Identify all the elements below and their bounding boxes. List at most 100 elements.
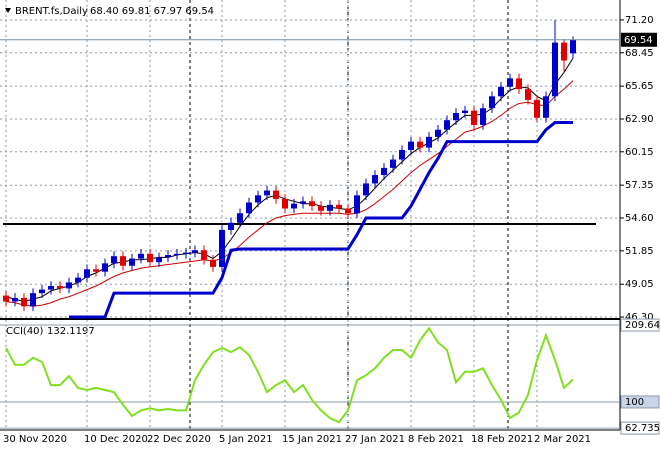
candle-body (498, 86, 504, 97)
candle-body (390, 159, 396, 168)
candle-body (147, 253, 153, 263)
x-tick-label: 18 Feb 2021 (471, 434, 533, 445)
candle-body (165, 255, 171, 258)
candle-body (354, 195, 360, 214)
candle-body (570, 39, 576, 54)
candle-body (408, 141, 414, 150)
candle-body (129, 258, 135, 266)
tick-label-box (620, 421, 660, 435)
price-label: 69.54 (624, 35, 653, 46)
candle-body (453, 113, 459, 121)
y-tick-label: 62.7357 (625, 423, 660, 434)
candle-body (372, 175, 378, 184)
candle-body (75, 277, 81, 283)
y-tick-label: 62.90 (625, 114, 654, 125)
candle-body (534, 99, 540, 118)
candle-body (84, 269, 90, 278)
y-tick-label: 51.85 (625, 246, 654, 257)
candle-body (210, 259, 216, 267)
x-tick-label: 10 Dec 2020 (84, 434, 148, 445)
candle-body (480, 108, 486, 125)
y-tick-label: 60.15 (625, 147, 654, 158)
candle-body (120, 256, 126, 266)
candle-body (399, 150, 405, 160)
y-tick-label: 71.20 (625, 15, 654, 26)
candle-body (255, 195, 261, 203)
indicator-line (5, 326, 574, 424)
indicator-line (5, 80, 574, 307)
candle-body (3, 295, 9, 302)
candle-body (489, 96, 495, 109)
candle-body (444, 120, 450, 130)
candle-body (138, 253, 144, 259)
indicator-value: 132.1197 (47, 326, 95, 337)
candle-body (462, 110, 468, 114)
candle-body (417, 141, 423, 148)
candle-body (66, 282, 72, 289)
candle-body (102, 263, 108, 272)
candle-body (471, 110, 477, 125)
ohlc-values: 68.40 69.81 67.97 69.54 (90, 6, 214, 17)
candle-body (363, 183, 369, 196)
candle-body (435, 129, 441, 137)
candle-body (246, 202, 252, 214)
y-tick-label: 54.60 (625, 213, 654, 224)
x-tick-label: 27 Jan 2021 (345, 434, 405, 445)
candle-body (309, 201, 315, 207)
y-tick-label: 49.05 (625, 279, 654, 290)
candle-body (219, 229, 225, 267)
candle-body (237, 213, 243, 223)
candle-body (273, 190, 279, 199)
candle-body (192, 250, 198, 253)
chart-menu-icon[interactable] (5, 8, 11, 13)
candle-body (561, 42, 567, 61)
indicator-line (69, 121, 573, 319)
candle-body (291, 203, 297, 209)
candle-body (318, 206, 324, 211)
candle-body (300, 201, 306, 204)
candle-body (111, 256, 117, 264)
candle-body (30, 293, 36, 307)
candle-body (552, 42, 558, 97)
candle-body (345, 208, 351, 214)
indicator-title: CCI(40) (6, 326, 44, 337)
candle-body (516, 78, 522, 90)
x-tick-label: 2 Mar 2021 (534, 434, 591, 445)
tick-label-box (620, 318, 660, 332)
x-tick-label: 8 Feb 2021 (408, 434, 464, 445)
candle-body (228, 222, 234, 230)
candle-body (525, 89, 531, 100)
candle-body (201, 250, 207, 260)
candle-body (327, 204, 333, 211)
y-tick-label: 46.30 (625, 312, 654, 323)
candle-body (264, 190, 270, 196)
x-tick-label: 5 Jan 2021 (219, 434, 273, 445)
candle-body (39, 289, 45, 294)
x-tick-label: 22 Dec 2020 (147, 434, 211, 445)
candle-body (12, 297, 18, 302)
candle-body (21, 297, 27, 307)
y-tick-label: 65.65 (625, 81, 654, 92)
candle-body (93, 269, 99, 272)
y-tick-label: 68.45 (625, 48, 654, 59)
indicator-line (5, 57, 574, 303)
x-tick-label: 30 Nov 2020 (3, 434, 67, 445)
chart-title: BRENT.fs,Daily (15, 6, 88, 17)
x-tick-label: 15 Jan 2021 (282, 434, 342, 445)
candle-body (336, 204, 342, 209)
candle-body (282, 198, 288, 209)
candle-body (183, 252, 189, 254)
candle-body (507, 78, 513, 87)
candle-body (174, 253, 180, 255)
candle-body (57, 286, 63, 289)
candle-body (156, 257, 162, 263)
candle-body (48, 286, 54, 290)
candle-body (543, 96, 549, 118)
y-tick-label: 209.6441 (625, 320, 660, 331)
y-tick-label: 100 (625, 397, 644, 408)
candle-body (381, 167, 387, 176)
candle-body (426, 136, 432, 148)
y-tick-label: 57.35 (625, 180, 654, 191)
